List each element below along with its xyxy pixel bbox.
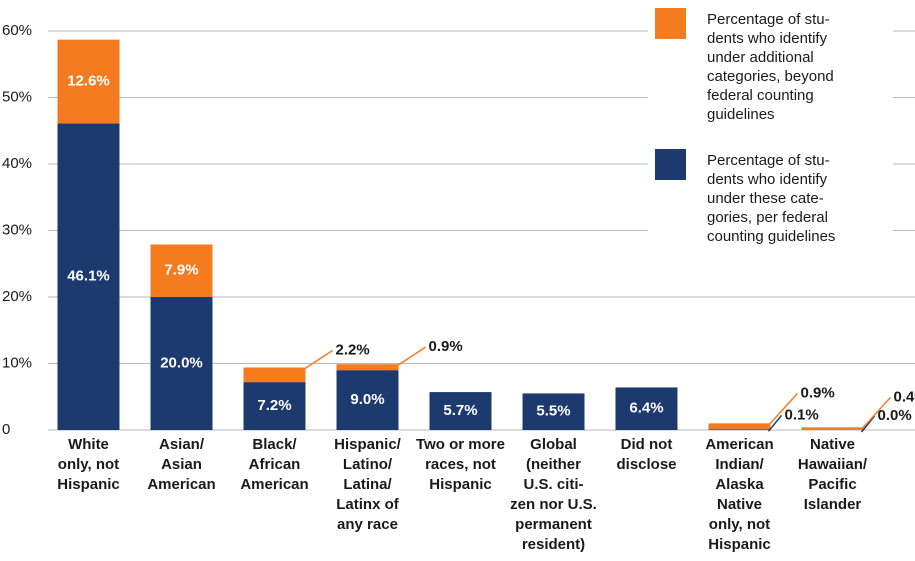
- value-label: 0.9%: [801, 384, 835, 401]
- value-label: 7.9%: [164, 262, 198, 279]
- leader-line: [860, 415, 876, 433]
- bar-segment: [429, 392, 492, 430]
- bar-segment: [150, 244, 213, 297]
- value-label: 2.2%: [336, 341, 370, 358]
- bar-segment: [57, 123, 120, 430]
- x-tick-label: White only, not Hispanic: [57, 436, 120, 493]
- bar-segment: [615, 387, 678, 430]
- legend-swatch: [655, 8, 686, 39]
- bar-segment: [57, 39, 120, 124]
- y-tick-label: 40%: [2, 155, 32, 172]
- y-tick-label: 10%: [2, 354, 32, 371]
- bar-segment: [150, 297, 213, 430]
- bar-segment: [336, 364, 399, 371]
- y-tick-label: 60%: [2, 22, 32, 39]
- x-tick-label: Asian/Asian American: [147, 436, 215, 493]
- y-tick-label: 0: [2, 421, 10, 438]
- bar-segment: [243, 382, 306, 430]
- value-label: 5.5%: [536, 403, 570, 420]
- value-label: 7.2%: [257, 397, 291, 414]
- value-label: 0.1%: [785, 406, 819, 423]
- x-tick-label: Native Hawaiian/Pacific Islander: [798, 436, 868, 513]
- bar-segment: [243, 367, 306, 383]
- bar-segment: [336, 370, 399, 430]
- value-label: 20.0%: [160, 354, 203, 371]
- legend-label: Percentage of stu-dents who identify unde…: [707, 11, 834, 123]
- value-label: 12.6%: [67, 73, 110, 90]
- x-tick-label: Did not disclose: [616, 436, 676, 473]
- legend-label: Percentage of stu-dents who identify unde…: [707, 152, 835, 245]
- bar-segment: [708, 429, 771, 430]
- value-label: 46.1%: [67, 268, 110, 285]
- x-tick-label: Hispanic/Latino/Latina/Latinx of any race: [334, 436, 402, 533]
- bar-segment: [708, 423, 771, 430]
- x-tick-label: Global (neither U.S. citi-zen nor U.S. perm…: [510, 436, 597, 553]
- value-label: 0.4%: [894, 388, 915, 405]
- x-tick-label: American Indian/Alaska Native only, not Hisp…: [705, 436, 773, 553]
- leader-line: [767, 392, 799, 426]
- value-label: 0.0%: [878, 407, 912, 424]
- legend-background: [648, 0, 893, 265]
- bar-segment: [801, 427, 864, 430]
- leader-line: [767, 414, 783, 432]
- value-label: 0.9%: [429, 338, 463, 355]
- value-label: 9.0%: [350, 391, 384, 408]
- y-tick-label: 30%: [2, 221, 32, 238]
- leader-line: [860, 396, 892, 430]
- x-tick-label: Black/African American: [240, 436, 308, 493]
- leader-line: [396, 346, 426, 367]
- y-tick-label: 50%: [2, 88, 32, 105]
- value-label: 5.7%: [443, 402, 477, 419]
- leader-line: [303, 349, 333, 371]
- value-label: 6.4%: [629, 400, 663, 417]
- bar-segment: [522, 393, 585, 430]
- x-tick-label: Two or more races, not Hispanic: [416, 436, 505, 493]
- legend-swatch: [655, 149, 686, 180]
- y-tick-label: 20%: [2, 288, 32, 305]
